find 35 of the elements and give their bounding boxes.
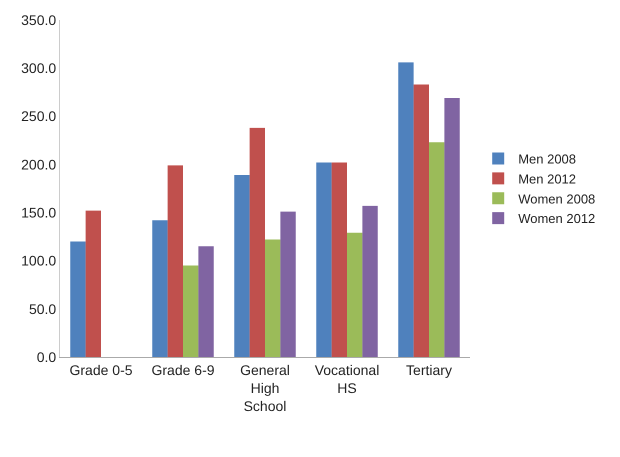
y-tick-label: 50.0	[28, 300, 56, 317]
bar	[183, 266, 198, 357]
legend-label: Men 2012	[518, 171, 576, 186]
bar	[234, 175, 250, 357]
bar	[444, 98, 460, 357]
legend-label: Men 2008	[518, 152, 576, 167]
bar	[280, 212, 296, 357]
bar	[362, 206, 378, 357]
x-tick-label: Grade 6-9	[151, 362, 215, 378]
bar	[316, 162, 332, 357]
x-tick-label: Vocational HS	[314, 362, 380, 396]
bar	[70, 241, 86, 357]
bar	[347, 232, 362, 357]
y-tick-label: 200.0	[21, 156, 56, 172]
bar	[86, 210, 101, 357]
bar	[152, 220, 168, 357]
bar	[250, 128, 265, 357]
y-tick-label: 0.0	[36, 348, 56, 365]
bar	[332, 162, 347, 357]
bar	[168, 165, 183, 357]
bar	[414, 84, 429, 357]
bar	[198, 246, 214, 357]
y-tick-label: 250.0	[21, 108, 56, 124]
x-tick-label: Grade 0-5	[69, 362, 133, 378]
y-tick-label: 100.0	[21, 252, 56, 269]
x-tick-label: Tertiary	[406, 362, 452, 378]
y-tick-label: 350.0	[21, 12, 56, 28]
bar	[429, 142, 444, 357]
y-tick-label: 300.0	[21, 60, 56, 76]
x-tick-label: General High School	[240, 362, 290, 414]
y-tick-label: 150.0	[21, 204, 56, 220]
legend-label: Women 2008	[518, 191, 596, 206]
bar	[398, 62, 414, 357]
legend-label: Women 2012	[518, 211, 596, 226]
bar	[265, 240, 280, 357]
